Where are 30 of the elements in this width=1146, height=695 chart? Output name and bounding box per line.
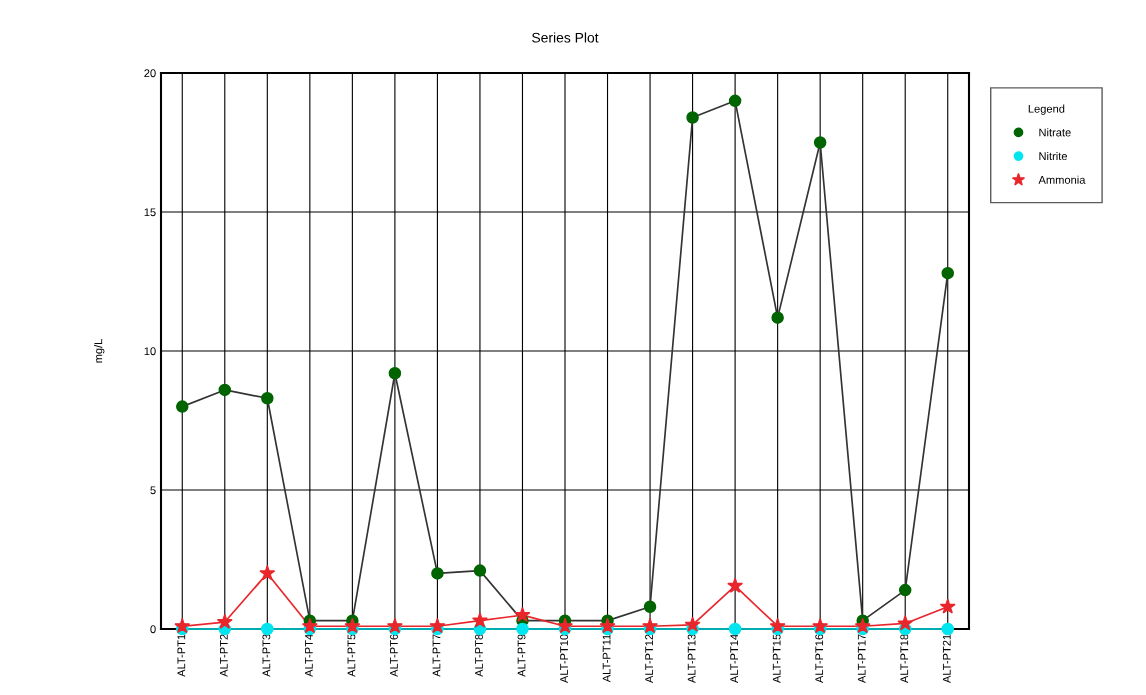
y-tick-label: 10: [144, 347, 156, 356]
legend-label: Nitrite: [1039, 151, 1068, 161]
x-tick-label: ALT-PT12: [645, 634, 653, 684]
x-tick-label: ALT-PT10: [560, 634, 568, 684]
x-tick-label: ALT-PT17: [857, 634, 866, 684]
x-tick-label: ALT-PT7: [432, 634, 441, 677]
y-tick-label: 20: [144, 69, 156, 78]
y-tick-label: 15: [144, 208, 156, 217]
x-tick-label: ALT-PT11: [602, 634, 611, 683]
y-tick-label: 5: [150, 486, 156, 495]
x-tick-label: ALT-PT21: [942, 634, 951, 684]
x-tick-label: ALT-PT9: [517, 634, 526, 677]
x-tick-label: ALT-PT6: [390, 634, 398, 677]
y-axis-title: mg/L: [94, 339, 105, 363]
x-tick-label: ALT-PT3: [262, 634, 271, 677]
chart-title: Series Plot: [532, 32, 599, 43]
x-tick-label: ALT-PT14: [730, 634, 738, 684]
x-tick-label: ALT-PT4: [305, 634, 313, 677]
x-tick-label: ALT-PT2: [219, 634, 228, 677]
x-tick-label: ALT-PT15: [772, 634, 781, 684]
x-tick-label: ALT-PT13: [687, 634, 696, 684]
y-tick-label: 0: [150, 625, 156, 634]
legend-title: Legend: [1028, 104, 1065, 115]
x-tick-label: ALT-PT5: [347, 634, 356, 677]
x-tick-label: ALT-PT8: [475, 634, 483, 677]
legend-label: Ammonia: [1038, 175, 1086, 184]
legend-label: Nitrate: [1039, 128, 1071, 137]
x-tick-label: ALT-PT18: [900, 634, 909, 684]
x-tick-label: ALT-PT16: [815, 634, 824, 684]
x-tick-label: ALT-PT1: [177, 634, 186, 677]
